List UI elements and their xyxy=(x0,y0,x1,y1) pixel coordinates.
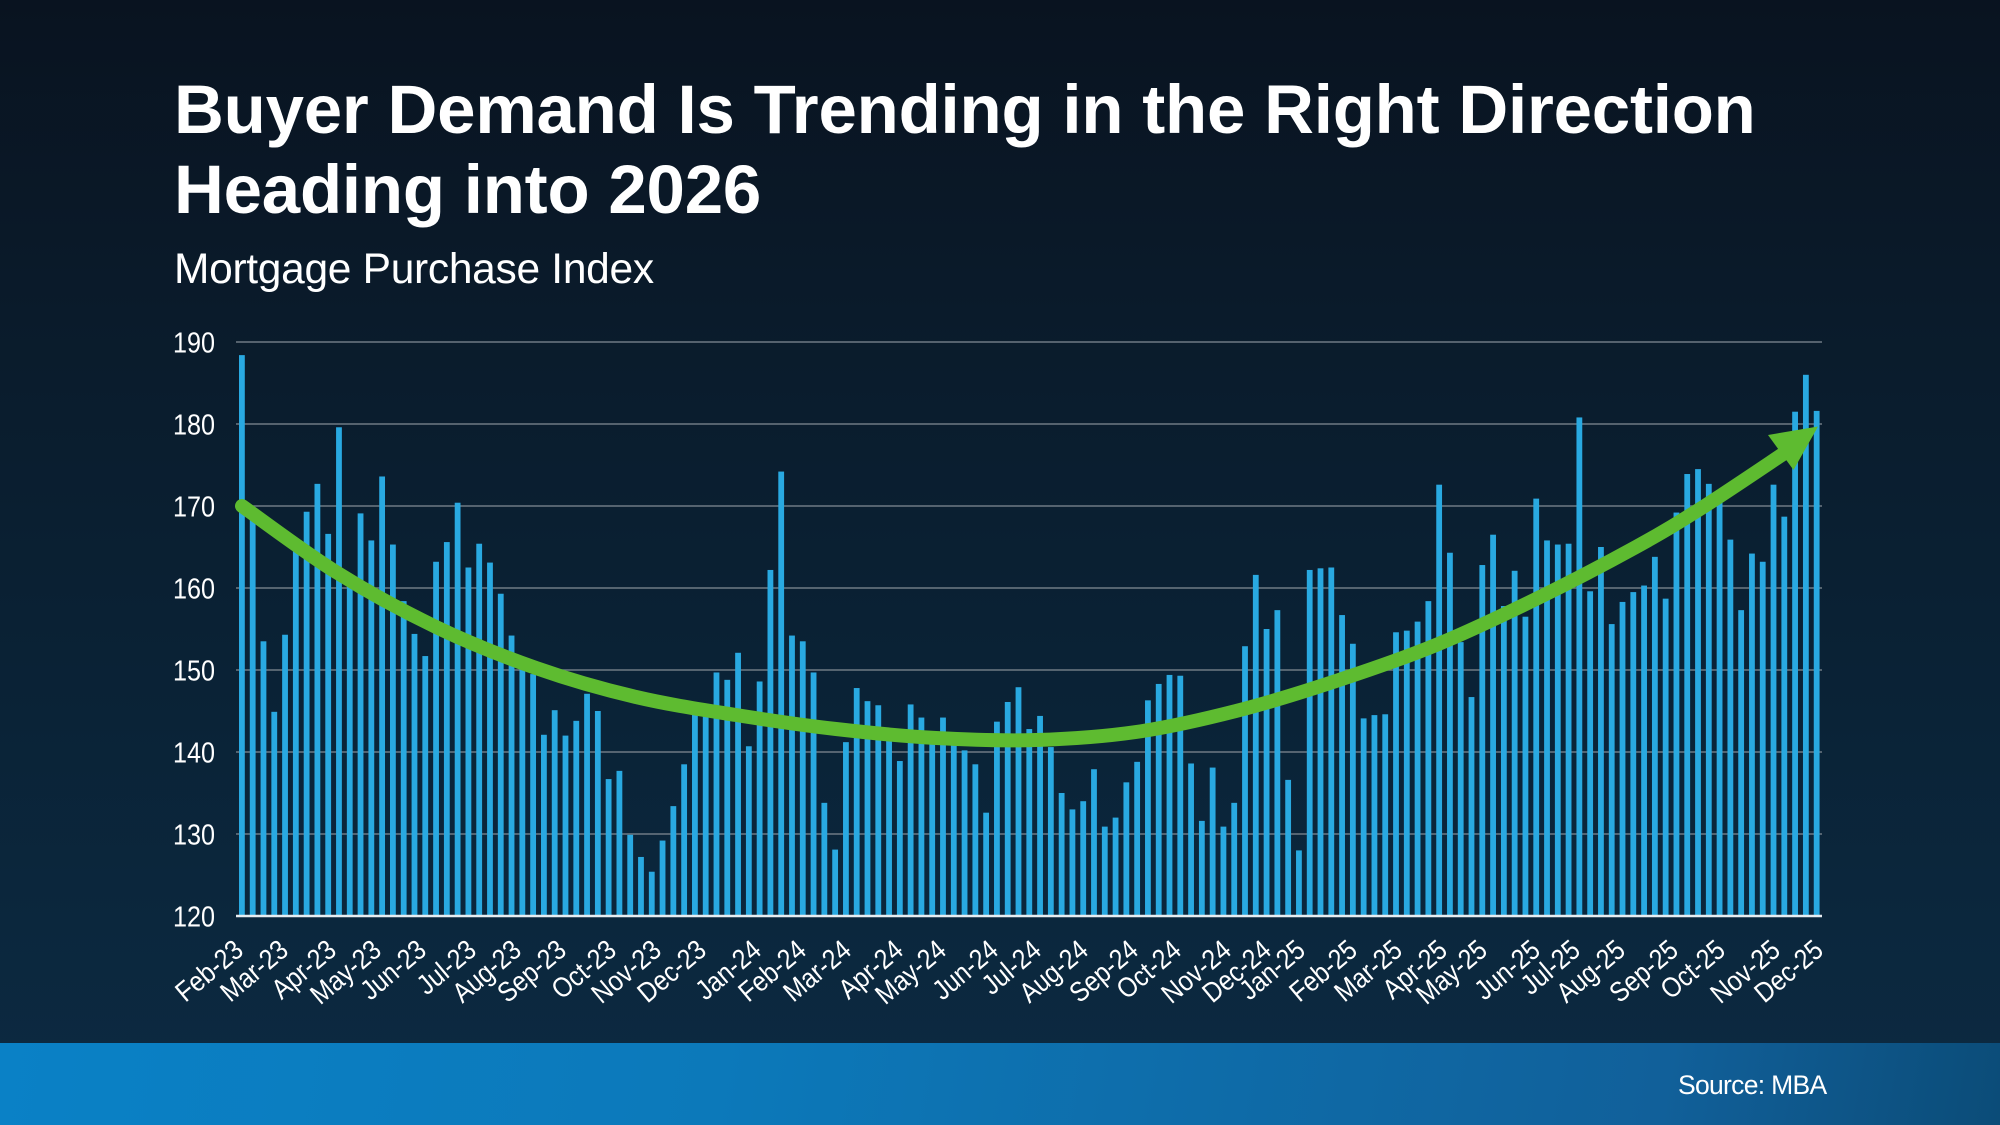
svg-text:140: 140 xyxy=(173,738,215,770)
svg-text:180: 180 xyxy=(173,410,215,442)
svg-text:170: 170 xyxy=(173,492,215,524)
svg-text:190: 190 xyxy=(173,328,215,360)
svg-text:150: 150 xyxy=(173,656,215,688)
svg-text:130: 130 xyxy=(173,820,215,852)
svg-text:160: 160 xyxy=(173,574,215,606)
svg-text:120: 120 xyxy=(173,902,215,934)
